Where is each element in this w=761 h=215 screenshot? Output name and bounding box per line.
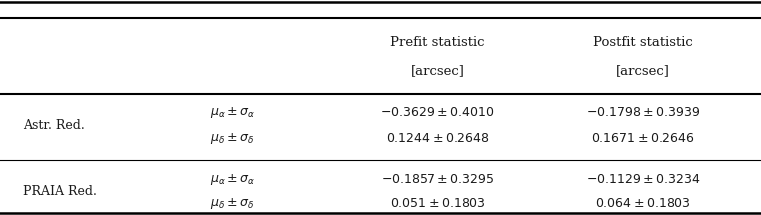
Text: $0.064 \pm 0.1803$: $0.064 \pm 0.1803$ [595, 197, 691, 210]
Text: $-0.1857 \pm 0.3295$: $-0.1857 \pm 0.3295$ [381, 173, 494, 186]
Text: $\mu_\alpha \pm \sigma_\alpha$: $\mu_\alpha \pm \sigma_\alpha$ [209, 172, 255, 187]
Text: $\mu_\delta \pm \sigma_\delta$: $\mu_\delta \pm \sigma_\delta$ [210, 196, 254, 211]
Text: $0.051 \pm 0.1803$: $0.051 \pm 0.1803$ [390, 197, 486, 210]
Text: $-0.1129 \pm 0.3234$: $-0.1129 \pm 0.3234$ [586, 173, 700, 186]
Text: PRAIA Red.: PRAIA Red. [23, 185, 97, 198]
Text: Astr. Red.: Astr. Red. [23, 119, 84, 132]
Text: Postfit statistic: Postfit statistic [593, 37, 693, 49]
Text: Prefit statistic: Prefit statistic [390, 37, 485, 49]
Text: $\mu_\delta \pm \sigma_\delta$: $\mu_\delta \pm \sigma_\delta$ [210, 131, 254, 146]
Text: $-0.1798 \pm 0.3939$: $-0.1798 \pm 0.3939$ [586, 106, 700, 119]
Text: $-0.3629 \pm 0.4010$: $-0.3629 \pm 0.4010$ [380, 106, 495, 119]
Text: [arcsec]: [arcsec] [411, 64, 464, 77]
Text: [arcsec]: [arcsec] [616, 64, 670, 77]
Text: $0.1671 \pm 0.2646$: $0.1671 \pm 0.2646$ [591, 132, 695, 145]
Text: $\mu_\alpha \pm \sigma_\alpha$: $\mu_\alpha \pm \sigma_\alpha$ [209, 105, 255, 120]
Text: $0.1244 \pm 0.2648$: $0.1244 \pm 0.2648$ [386, 132, 489, 145]
